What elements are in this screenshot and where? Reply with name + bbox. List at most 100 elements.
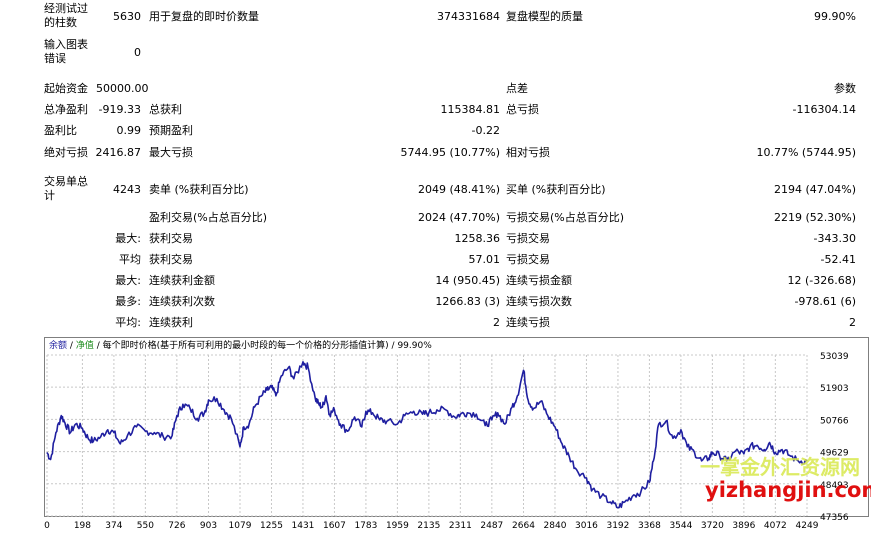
x-tick-label: 2840 <box>544 521 567 531</box>
bars-tested-value: 5630 <box>113 10 141 23</box>
rel-drawdown-value: 10.77% (5744.95) <box>756 146 856 159</box>
loss-trades-label: 亏损交易(%占总百分比) <box>506 211 625 224</box>
profit-trades-value: 2024 (47.70%) <box>417 211 500 224</box>
mismatch-label: 输入图表 错误 <box>44 38 88 66</box>
legend-quality: 99.90% <box>397 341 432 351</box>
max-consec-profit-label: 连续获利次数 <box>149 295 215 308</box>
y-tick-label: 53039 <box>820 352 849 362</box>
abs-drawdown-label: 绝对亏损 <box>44 146 88 159</box>
x-tick-label: 4072 <box>764 521 787 531</box>
spread-value: 参数 <box>834 82 856 95</box>
avg-consec-wins-label: 连续获利 <box>149 316 193 329</box>
ticks-value: 374331684 <box>437 10 500 23</box>
x-tick-label: 1783 <box>354 521 377 531</box>
x-tick-label: 2135 <box>417 521 440 531</box>
x-tick-label: 3368 <box>638 521 661 531</box>
max-consec-losses-value: 12 (-326.68) <box>787 274 856 287</box>
legend-sep-2: / <box>96 341 100 351</box>
x-tick-label: 1431 <box>292 521 315 531</box>
mismatch-label-line2: 错误 <box>44 52 66 65</box>
y-tick-label: 51903 <box>820 384 849 394</box>
long-label: 买单 (%获利百分比) <box>506 183 606 196</box>
balance-chart-frame <box>44 337 869 517</box>
expected-payoff-label: 预期盈利 <box>149 124 193 137</box>
mismatch-label-line1: 输入图表 <box>44 38 88 51</box>
average-loss-label: 亏损交易 <box>506 253 550 266</box>
average-prefix: 平均 <box>119 253 141 266</box>
avg-prefix: 平均: <box>115 316 141 329</box>
average-loss-value: -52.41 <box>820 253 856 266</box>
watermark-url: yizhangjin.com <box>705 478 871 502</box>
x-tick-label: 3896 <box>732 521 755 531</box>
abs-drawdown-value: 2416.87 <box>95 146 142 159</box>
legend-balance: 余额 <box>49 341 68 351</box>
profit-factor-value: 0.99 <box>116 124 142 137</box>
largest-loss-label: 亏损交易 <box>506 232 550 245</box>
x-tick-label: 3544 <box>669 521 692 531</box>
x-tick-label: 4249 <box>796 521 819 531</box>
initial-deposit-label: 起始资金 <box>44 82 88 95</box>
quality-value: 99.90% <box>814 10 856 23</box>
largest-profit-label: 获利交易 <box>149 232 193 245</box>
largest-loss-value: -343.30 <box>813 232 856 245</box>
y-tick-label: 47356 <box>820 513 849 523</box>
total-trades-label: 交易单总计 <box>44 175 88 203</box>
max-consec-loss-value: -978.61 (6) <box>794 295 856 308</box>
largest-prefix: 最大: <box>115 232 141 245</box>
max-consec-losses-label: 连续亏损金额 <box>506 274 572 287</box>
legend-equity: 净值 <box>75 341 94 351</box>
expected-payoff-value: -0.22 <box>471 124 500 137</box>
x-tick-label: 550 <box>137 521 154 531</box>
short-value: 2049 (48.41%) <box>417 183 500 196</box>
x-tick-label: 0 <box>44 521 50 531</box>
x-tick-label: 3192 <box>606 521 629 531</box>
max-consec-profit-value: 1266.83 (3) <box>435 295 500 308</box>
quality-label: 复盘模型的质量 <box>506 10 583 23</box>
average-profit-label: 获利交易 <box>149 253 193 266</box>
max-consec-wins-value: 14 (950.45) <box>435 274 500 287</box>
legend-model: 每个即时价格(基于所有可利用的最小时段的每一个价格的分形插值计算) <box>102 341 389 351</box>
gross-loss-label: 总亏损 <box>506 103 539 116</box>
avg-consec-wins-value: 2 <box>493 316 500 329</box>
bars-tested-label: 经测试过 的柱数 <box>44 2 88 30</box>
x-tick-label: 198 <box>74 521 91 531</box>
max-drawdown-label: 最大亏损 <box>149 146 193 159</box>
bars-tested-label-line2: 的柱数 <box>44 16 77 29</box>
profit-factor-label: 盈利比 <box>44 124 77 137</box>
gross-profit-value: 115384.81 <box>440 103 501 116</box>
x-tick-label: 903 <box>200 521 217 531</box>
x-tick-label: 726 <box>168 521 185 531</box>
max-drawdown-value: 5744.95 (10.77%) <box>400 146 500 159</box>
avg-consec-losses-value: 2 <box>849 316 856 329</box>
ticks-label: 用于复盘的即时价数量 <box>149 10 259 23</box>
profit-trades-label: 盈利交易(%占总百分比) <box>149 211 268 224</box>
max-consec-loss-label: 连续亏损次数 <box>506 295 572 308</box>
max-consec-wins-label: 连续获利金额 <box>149 274 215 287</box>
chart-legend: 余额 / 净值 / 每个即时价格(基于所有可利用的最小时段的每一个价格的分形插值… <box>49 340 432 352</box>
net-profit-value: -919.33 <box>98 103 141 116</box>
loss-trades-value: 2219 (52.30%) <box>773 211 856 224</box>
avg-consec-losses-label: 连续亏损 <box>506 316 550 329</box>
x-tick-label: 374 <box>105 521 122 531</box>
x-tick-label: 2311 <box>449 521 472 531</box>
x-tick-label: 1255 <box>260 521 283 531</box>
total-trades-label-line2: 计 <box>44 189 55 202</box>
x-tick-label: 3720 <box>701 521 724 531</box>
watermark-title: 一掌金外汇资源网 <box>700 455 860 479</box>
legend-sep-3: / <box>391 341 395 351</box>
total-trades-label-line1: 交易单总 <box>44 175 88 188</box>
mismatch-value: 0 <box>134 46 141 59</box>
legend-sep-1: / <box>69 341 73 351</box>
largest-profit-value: 1258.36 <box>454 232 501 245</box>
max-prefix: 最大: <box>115 274 141 287</box>
gross-loss-value: -116304.14 <box>792 103 856 116</box>
most-prefix: 最多: <box>115 295 141 308</box>
gross-profit-label: 总获利 <box>149 103 182 116</box>
short-label: 卖单 (%获利百分比) <box>149 183 249 196</box>
net-profit-label: 总净盈利 <box>44 103 88 116</box>
y-tick-label: 50766 <box>820 416 849 426</box>
bars-tested-label-line1: 经测试过 <box>44 2 88 15</box>
initial-deposit-value: 50000.00 <box>96 82 149 95</box>
x-tick-label: 1607 <box>323 521 346 531</box>
x-tick-label: 3016 <box>575 521 598 531</box>
